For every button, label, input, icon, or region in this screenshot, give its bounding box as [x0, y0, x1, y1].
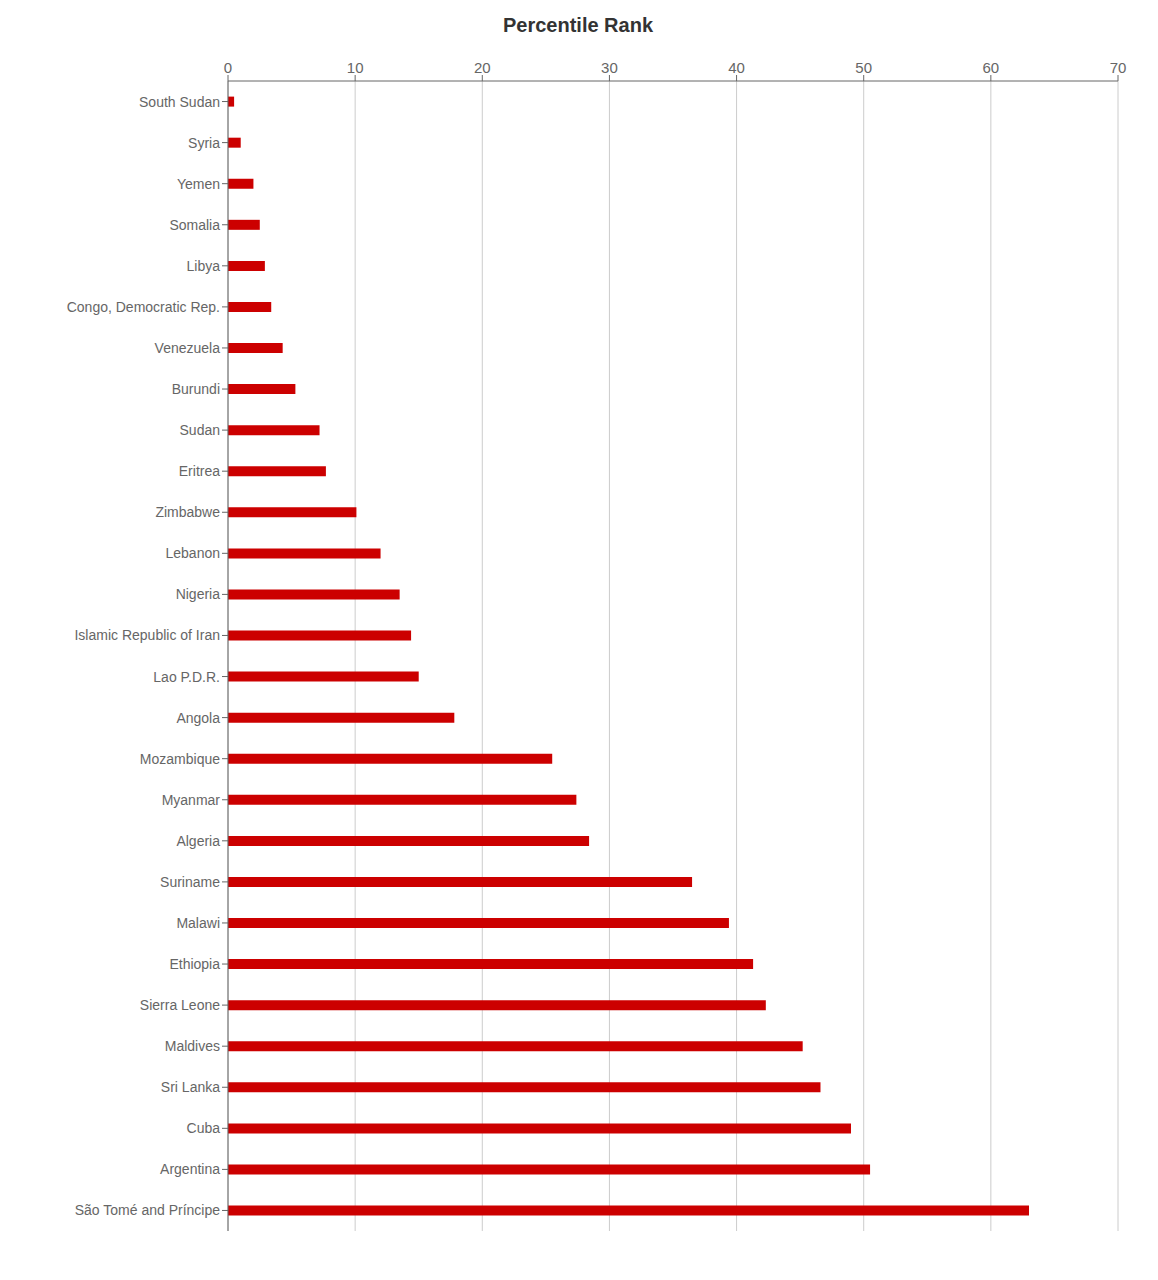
svg-text:São Tomé and Príncipe: São Tomé and Príncipe: [75, 1202, 220, 1218]
svg-text:Lebanon: Lebanon: [165, 545, 220, 561]
svg-text:Argentina: Argentina: [160, 1161, 220, 1177]
svg-text:Zimbabwe: Zimbabwe: [155, 504, 220, 520]
svg-text:Lao P.D.R.: Lao P.D.R.: [153, 669, 220, 685]
svg-text:20: 20: [474, 59, 491, 76]
svg-text:70: 70: [1110, 59, 1127, 76]
svg-text:Sri Lanka: Sri Lanka: [161, 1079, 220, 1095]
svg-text:Eritrea: Eritrea: [179, 463, 220, 479]
svg-text:Venezuela: Venezuela: [155, 340, 221, 356]
svg-text:South Sudan: South Sudan: [139, 94, 220, 110]
svg-text:Ethiopia: Ethiopia: [169, 956, 220, 972]
svg-text:Angola: Angola: [176, 710, 220, 726]
svg-text:Suriname: Suriname: [160, 874, 220, 890]
svg-text:30: 30: [601, 59, 618, 76]
svg-text:Congo, Democratic Rep.: Congo, Democratic Rep.: [67, 299, 220, 315]
svg-text:Mozambique: Mozambique: [140, 751, 220, 767]
svg-text:10: 10: [347, 59, 364, 76]
svg-text:Libya: Libya: [187, 258, 221, 274]
svg-text:Yemen: Yemen: [177, 176, 220, 192]
svg-text:Myanmar: Myanmar: [162, 792, 221, 808]
svg-text:Syria: Syria: [188, 135, 220, 151]
svg-text:Sierra Leone: Sierra Leone: [140, 997, 220, 1013]
svg-text:0: 0: [224, 59, 232, 76]
svg-text:Somalia: Somalia: [169, 217, 220, 233]
svg-text:Islamic Republic of Iran: Islamic Republic of Iran: [74, 627, 220, 643]
svg-text:Nigeria: Nigeria: [176, 586, 221, 602]
svg-text:60: 60: [983, 59, 1000, 76]
svg-text:Maldives: Maldives: [165, 1038, 220, 1054]
svg-text:50: 50: [855, 59, 872, 76]
svg-text:Cuba: Cuba: [187, 1120, 221, 1136]
svg-text:Malawi: Malawi: [176, 915, 220, 931]
svg-text:40: 40: [728, 59, 745, 76]
svg-text:Algeria: Algeria: [176, 833, 220, 849]
html-text:Percentile Rank: Percentile Rank: [503, 14, 653, 36]
svg-text:Burundi: Burundi: [172, 381, 220, 397]
svg-text:Sudan: Sudan: [180, 422, 220, 438]
